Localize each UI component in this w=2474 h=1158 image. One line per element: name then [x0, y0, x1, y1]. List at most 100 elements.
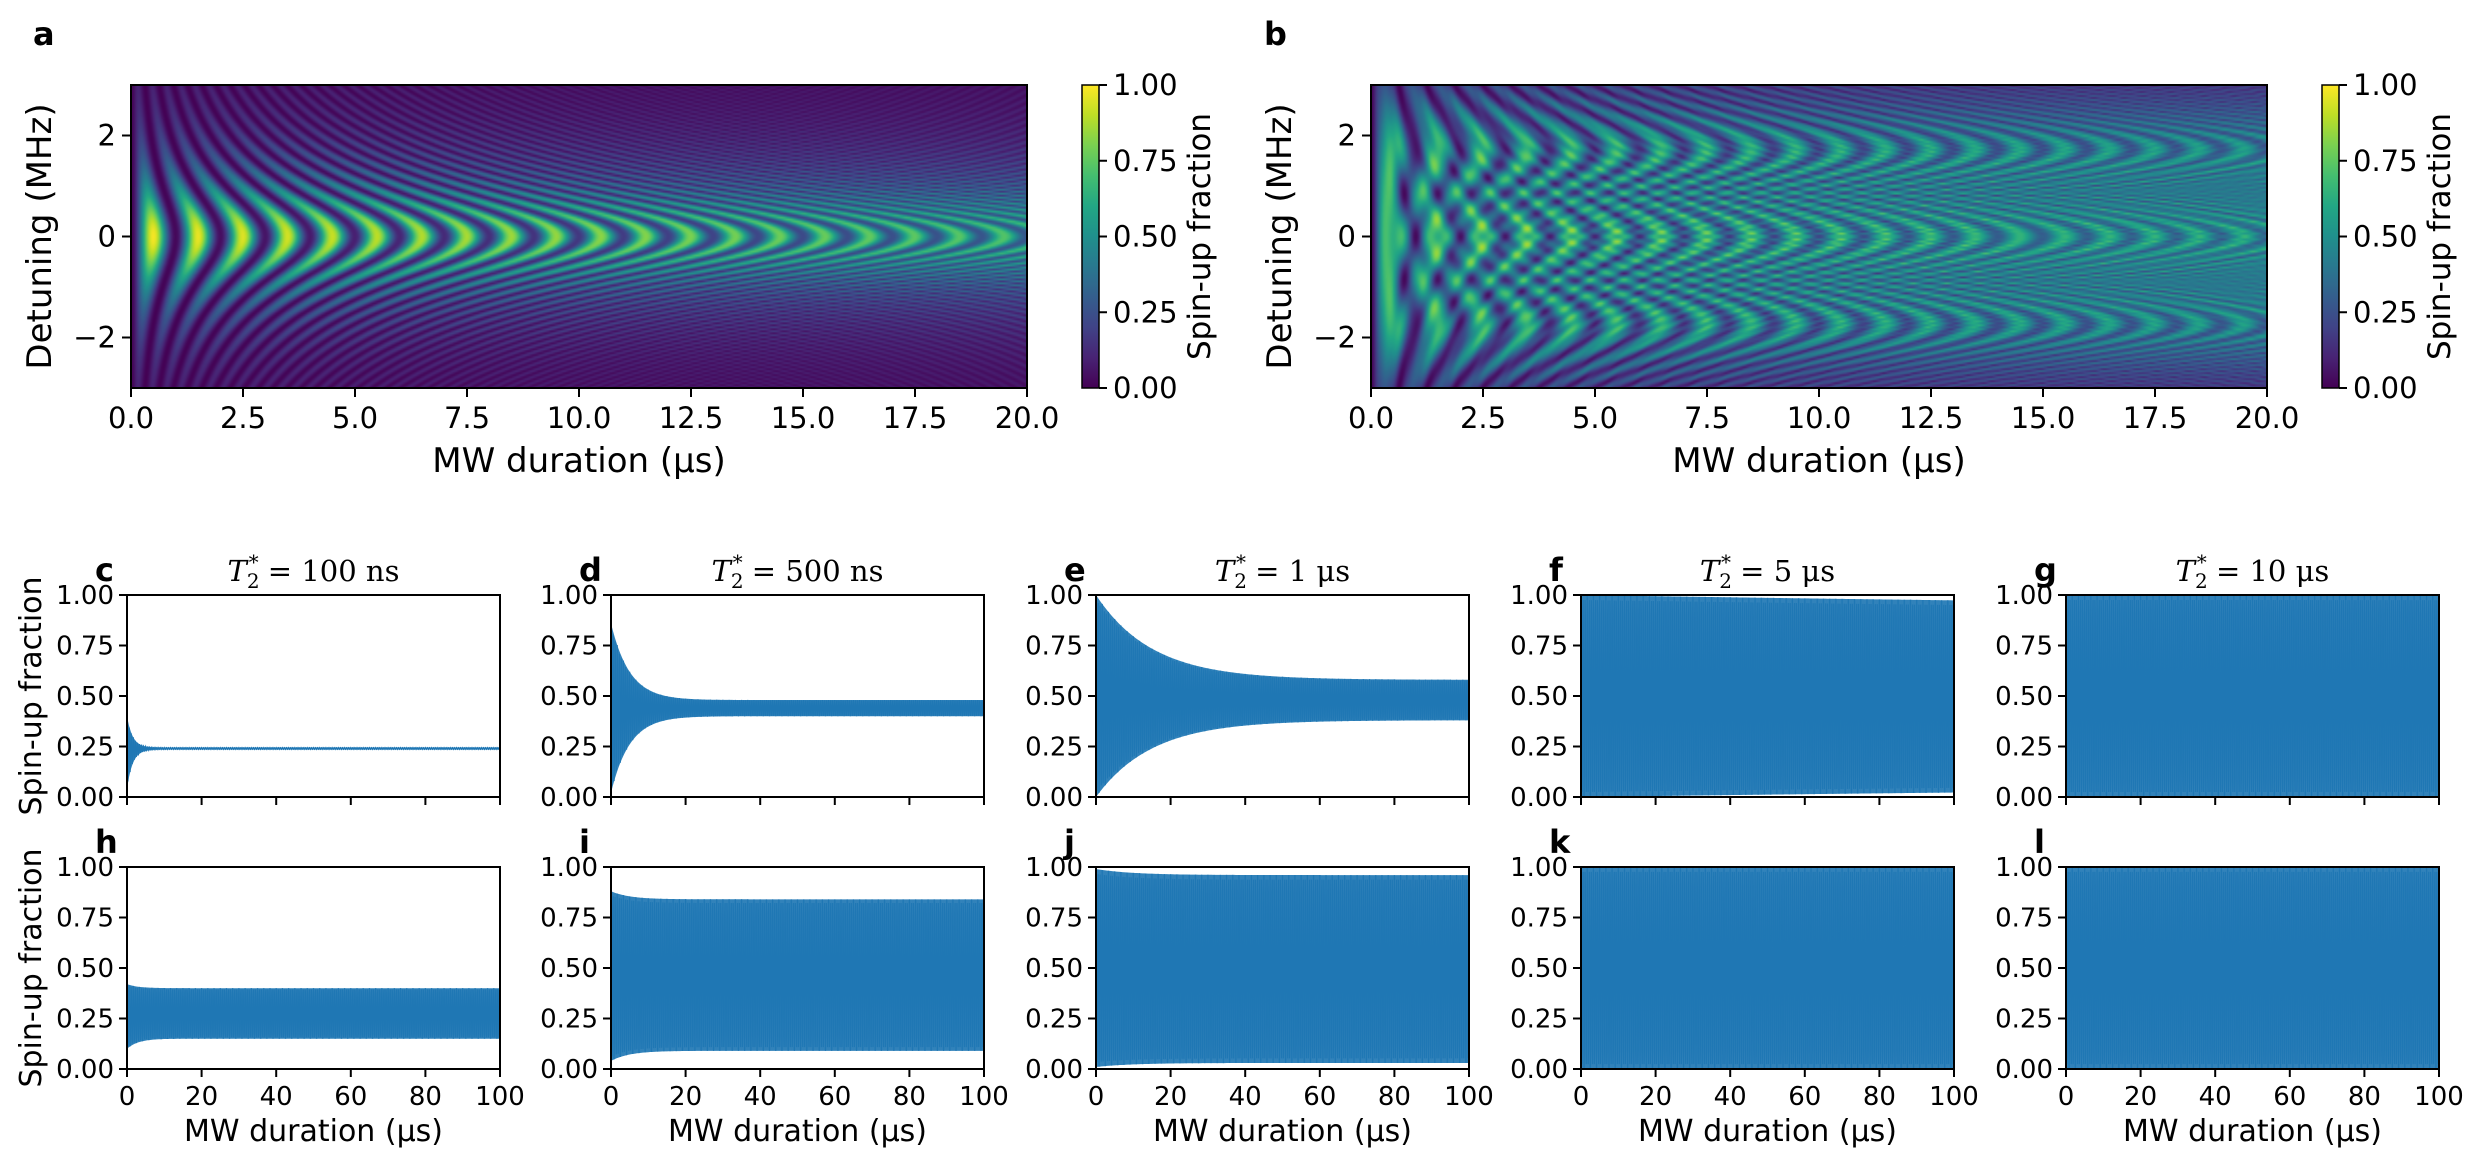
x-tick-label: 5.0: [1572, 401, 1618, 435]
x-tick-label: 80: [1378, 1082, 1411, 1112]
line-panel-c: 0.00 0.25 0.50 0.75 1.00c T2* = 100 ns Spin-up…: [14, 550, 501, 816]
x-tick-label: 60: [1788, 1082, 1821, 1112]
y-tick-label: 0.00: [56, 1055, 114, 1085]
heatmap-panel-b: b 0.0 2.5 5.0 7.5 10.0 12.5 15.0 17.5 20.0 −2 0 2 MW …: [1260, 15, 2458, 481]
panel-label-j: j: [1062, 823, 1075, 861]
x-tick-label: 0.0: [1348, 401, 1394, 435]
panel-label-i: i: [579, 823, 590, 861]
x-tick-label: 100: [2414, 1082, 2464, 1112]
x-tick-label: 0: [119, 1082, 136, 1112]
y-tick-label: 0.75: [1025, 632, 1083, 662]
series-line-j: [1096, 869, 1469, 1067]
x-axis-label: MW duration (μs): [2123, 1114, 2382, 1149]
series-line-i: [611, 891, 984, 1060]
line-panel-e: 0.00 0.25 0.50 0.75 1.00e T2* = 1 μs: [1025, 550, 1470, 813]
line-panel-k: 0 20 40 60 80 100 0.00 0.25 0.50 0.75 1.00k MW dura…: [1510, 823, 1979, 1149]
x-tick-label: 80: [2348, 1082, 2381, 1112]
axes-frame: [610, 594, 985, 798]
panel-label-k: k: [1549, 823, 1571, 861]
y-tick-label: 2: [1338, 119, 1356, 153]
y-tick-label: 0.00: [1995, 1055, 2053, 1085]
x-axis-label: MW duration (μs): [184, 1114, 443, 1149]
colorbar-b: [2321, 84, 2340, 389]
x-tick-label: 7.5: [1684, 401, 1730, 435]
series-line-h: [127, 984, 500, 1047]
panel-title-f: T2* = 5 μs: [1700, 550, 1835, 593]
line-panel-h: 0 20 40 60 80 100 0.00 0.25 0.50 0.75 1.00h MW dura…: [14, 823, 525, 1149]
x-axis-label: MW duration (μs): [432, 441, 726, 481]
series-line-e: [1096, 595, 1469, 793]
colorbar-tick-label: 0.25: [1113, 295, 1178, 329]
y-tick-label: 0: [98, 220, 116, 254]
x-tick-label: 20: [1639, 1082, 1672, 1112]
colorbar-tick-label: 0.50: [1113, 220, 1178, 254]
colorbar-tick-label: 0.75: [2353, 144, 2418, 178]
y-tick-label: 0.75: [1510, 632, 1568, 662]
y-tick-label: 0.25: [1995, 733, 2053, 763]
x-tick-label: 20: [1154, 1082, 1187, 1112]
x-tick-label: 40: [744, 1082, 777, 1112]
panel-title-e: T2* = 1 μs: [1215, 550, 1350, 593]
colorbar-tick-label: 0.25: [2353, 295, 2418, 329]
y-tick-label: 0.00: [1995, 783, 2053, 813]
y-tick-label: 1.00: [1995, 853, 2053, 883]
x-tick-label: 20.0: [2235, 401, 2300, 435]
line-panel-g: 0.00 0.25 0.50 0.75 1.00g T2* = 10 μs: [1995, 550, 2440, 813]
colorbar-tick-label: 0.00: [1113, 371, 1178, 405]
heatmap-panels: a0.0 2.5 5.0 7.5 10.0 12.5 15.0 17.5 20.0−202MW …: [20, 15, 2458, 481]
y-tick-label: 0.00: [540, 783, 598, 813]
y-tick-label: 1.00: [540, 853, 598, 883]
x-tick-label: 2.5: [220, 401, 266, 435]
y-tick-label: 0.50: [1025, 954, 1083, 984]
y-tick-label: 0.00: [56, 783, 114, 813]
x-tick-label: 60: [2273, 1082, 2306, 1112]
series-line-c: [127, 716, 500, 782]
x-tick-label: 40: [260, 1082, 293, 1112]
y-tick-label: 0.75: [56, 904, 114, 934]
heatmap-image-a: [131, 85, 1027, 388]
x-tick-label: 17.5: [883, 401, 948, 435]
x-tick-label: 0.0: [108, 401, 154, 435]
y-tick-label: 2: [98, 119, 116, 153]
y-tick-label: 0.75: [1025, 904, 1083, 934]
y-tick-label: 1.00: [1510, 853, 1568, 883]
y-axis-label: Detuning (MHz): [20, 103, 60, 369]
x-tick-label: 60: [1303, 1082, 1336, 1112]
x-tick-label: 10.0: [1787, 401, 1852, 435]
colorbar-label: Spin-up fraction: [1182, 113, 1218, 360]
y-tick-label: 0.75: [540, 904, 598, 934]
y-tick-label: 0.75: [56, 632, 114, 662]
axes-frame: [126, 594, 501, 798]
x-tick-label: 40: [1229, 1082, 1262, 1112]
colorbar-tick-label: 1.00: [2353, 68, 2418, 102]
y-tick-label: 0.25: [1510, 1005, 1568, 1035]
x-tick-label: 40: [1714, 1082, 1747, 1112]
x-tick-label: 100: [1444, 1082, 1494, 1112]
series-band-c: [127, 716, 500, 789]
y-tick-label: 1.00: [540, 581, 598, 611]
y-tick-label: 0.00: [1025, 783, 1083, 813]
y-tick-label: 0.50: [56, 682, 114, 712]
panel-label-l: l: [2034, 823, 2045, 861]
y-tick-label: 1.00: [1025, 853, 1083, 883]
x-tick-label: 15.0: [771, 401, 836, 435]
panel-label-a: a: [33, 15, 55, 53]
panel-label-b: b: [1264, 15, 1287, 53]
y-tick-label: 0.75: [1510, 904, 1568, 934]
colorbar-tick-label: 0.50: [2353, 220, 2418, 254]
panel-label-c: c: [95, 551, 114, 589]
panel-label-h: h: [95, 823, 118, 861]
y-tick-label: 0.25: [1995, 1005, 2053, 1035]
x-tick-label: 20: [669, 1082, 702, 1112]
x-tick-label: 80: [1863, 1082, 1896, 1112]
y-tick-label: −2: [73, 321, 116, 355]
x-tick-label: 60: [818, 1082, 851, 1112]
y-tick-label: 0.25: [540, 733, 598, 763]
x-tick-label: 12.5: [1899, 401, 1964, 435]
panel-label-d: d: [579, 551, 602, 589]
x-axis-label: MW duration (μs): [1153, 1114, 1412, 1149]
y-tick-label: 0.25: [1025, 733, 1083, 763]
x-tick-label: 20: [2124, 1082, 2157, 1112]
line-panel-i: 0 20 40 60 80 100 0.00 0.25 0.50 0.75 1.00i MW dura…: [540, 823, 1009, 1149]
y-tick-label: 0.50: [1995, 682, 2053, 712]
